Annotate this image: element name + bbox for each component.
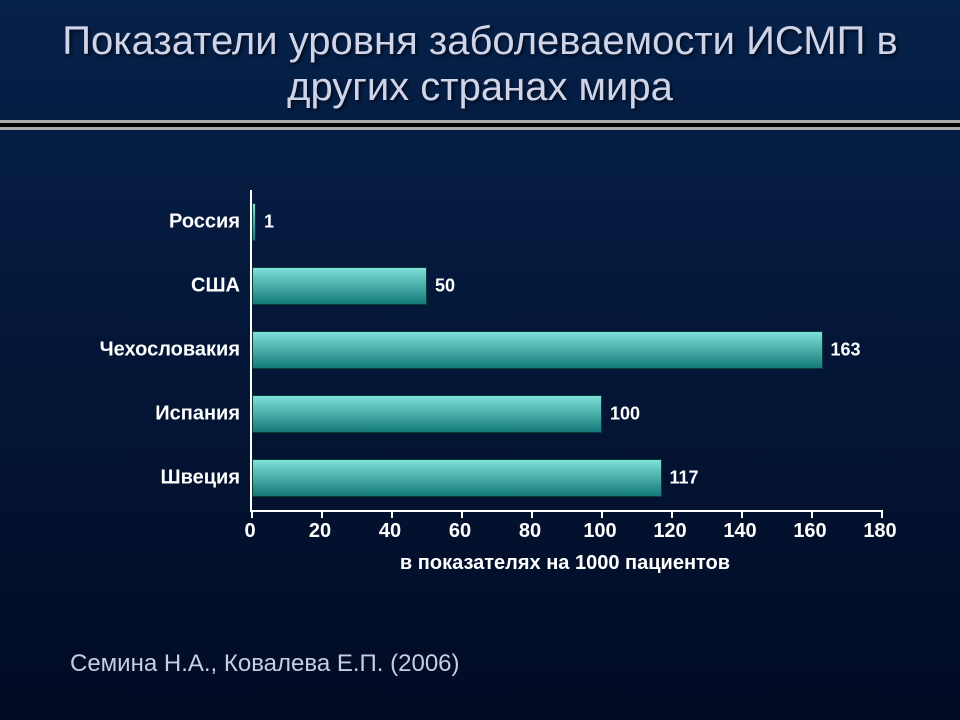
x-tick — [531, 510, 533, 518]
x-label: 100 — [583, 520, 616, 543]
chart-plot: Россия США Чехословакия Испания Швеция 1 50 16… — [60, 190, 900, 570]
bar-value: 50 — [435, 276, 455, 297]
bar — [252, 267, 427, 305]
x-tick — [601, 510, 603, 518]
x-label: 160 — [793, 520, 826, 543]
x-tick — [461, 510, 463, 518]
y-label: Испания — [60, 403, 240, 426]
x-label: 180 — [863, 520, 896, 543]
x-label: 40 — [379, 520, 401, 543]
x-label: 0 — [244, 520, 255, 543]
chart: Россия США Чехословакия Испания Швеция 1 50 16… — [60, 190, 900, 570]
bar — [252, 203, 256, 241]
x-label: 120 — [653, 520, 686, 543]
y-label: США — [60, 275, 240, 298]
bar — [252, 459, 662, 497]
x-label: 80 — [519, 520, 541, 543]
bar — [252, 395, 602, 433]
x-tick — [811, 510, 813, 518]
x-tick — [321, 510, 323, 518]
bars-region: 1 50 163 100 117 — [250, 190, 882, 512]
x-tick — [881, 510, 883, 518]
footnote: Семина Н.А., Ковалева Е.П. (2006) — [70, 650, 460, 678]
bar-value: 1 — [264, 212, 274, 233]
y-label: Швеция — [60, 467, 240, 490]
x-tick — [251, 510, 253, 518]
x-tick — [671, 510, 673, 518]
x-label: 60 — [449, 520, 471, 543]
y-label: Чехословакия — [60, 339, 240, 362]
x-tick — [741, 510, 743, 518]
x-tick — [391, 510, 393, 518]
divider — [0, 120, 960, 130]
x-label: 140 — [723, 520, 756, 543]
bar-value: 100 — [610, 404, 640, 425]
x-axis-title: в показателях на 1000 пациентов — [250, 552, 880, 575]
bar-value: 117 — [670, 468, 699, 489]
y-axis-labels: Россия США Чехословакия Испания Швеция — [60, 190, 240, 510]
bar — [252, 331, 823, 369]
x-label: 20 — [309, 520, 331, 543]
bar-value: 163 — [831, 340, 861, 361]
slide: Показатели уровня заболеваемости ИСМП в … — [0, 0, 960, 720]
y-label: Россия — [60, 211, 240, 234]
slide-title: Показатели уровня заболеваемости ИСМП в … — [0, 0, 960, 120]
